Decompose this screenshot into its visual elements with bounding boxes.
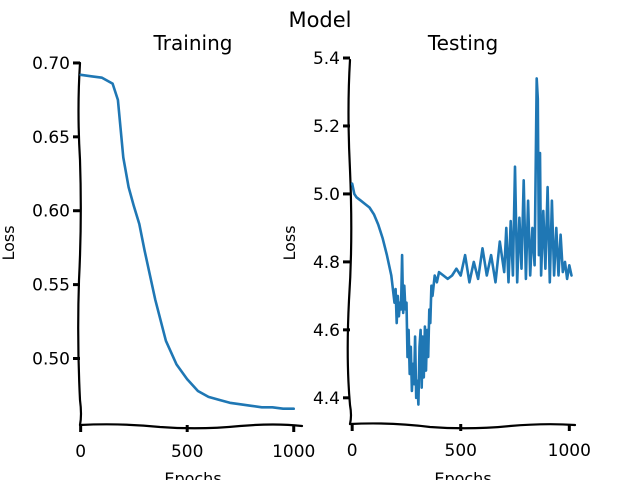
training-y-tick-label: 0.50 xyxy=(32,350,70,370)
testing-y-tick-label: 5.4 xyxy=(313,49,340,69)
testing-x-label: Epochs xyxy=(434,469,491,480)
testing-y-axis xyxy=(346,58,353,426)
testing-y-label: Loss xyxy=(280,225,299,260)
training-x-axis xyxy=(78,423,304,430)
training-y-label: Loss xyxy=(0,225,18,260)
testing-y-tick-label: 4.8 xyxy=(313,253,340,273)
training-x-tick-label: 0 xyxy=(75,442,86,462)
training-y-ticks: 0.50 0.55 0.60 0.65 0.70 xyxy=(32,54,80,370)
testing-x-axis xyxy=(348,422,577,430)
training-title: Training xyxy=(153,31,233,55)
testing-y-tick-label: 4.4 xyxy=(313,389,340,409)
figure-title: Model xyxy=(288,8,351,32)
panel-testing: Testing 4.4 4.6 4.8 5.0 5.2 5.4 0 500 1000 Loss… xyxy=(280,31,591,480)
training-x-tick-label: 1000 xyxy=(272,442,315,462)
training-y-tick-label: 0.55 xyxy=(32,276,70,296)
testing-title: Testing xyxy=(427,31,498,55)
training-y-tick-label: 0.60 xyxy=(32,202,70,222)
testing-y-tick-label: 5.0 xyxy=(313,185,340,205)
testing-y-ticks: 4.4 4.6 4.8 5.0 5.2 5.4 xyxy=(313,49,350,409)
testing-x-tick-label: 1000 xyxy=(548,441,591,461)
training-loss-line xyxy=(79,73,296,411)
testing-y-tick-label: 5.2 xyxy=(313,117,340,137)
training-y-tick-label: 0.65 xyxy=(32,128,70,148)
training-series-group xyxy=(79,73,296,411)
training-y-axis xyxy=(77,61,83,427)
panel-training: Training 0.50 0.55 0.60 0.65 0.70 0 500 1000 L… xyxy=(0,31,315,480)
testing-x-ticks: 0 500 1000 xyxy=(347,424,591,461)
testing-y-tick-label: 4.6 xyxy=(313,321,340,341)
training-x-ticks: 0 500 1000 xyxy=(75,425,315,462)
training-y-tick-label: 0.70 xyxy=(32,54,70,74)
testing-x-tick-label: 500 xyxy=(445,441,477,461)
training-x-label: Epochs xyxy=(164,469,221,480)
testing-series-group xyxy=(350,77,573,406)
testing-x-tick-label: 0 xyxy=(347,441,358,461)
training-x-tick-label: 500 xyxy=(171,442,203,462)
testing-loss-line xyxy=(350,77,573,406)
